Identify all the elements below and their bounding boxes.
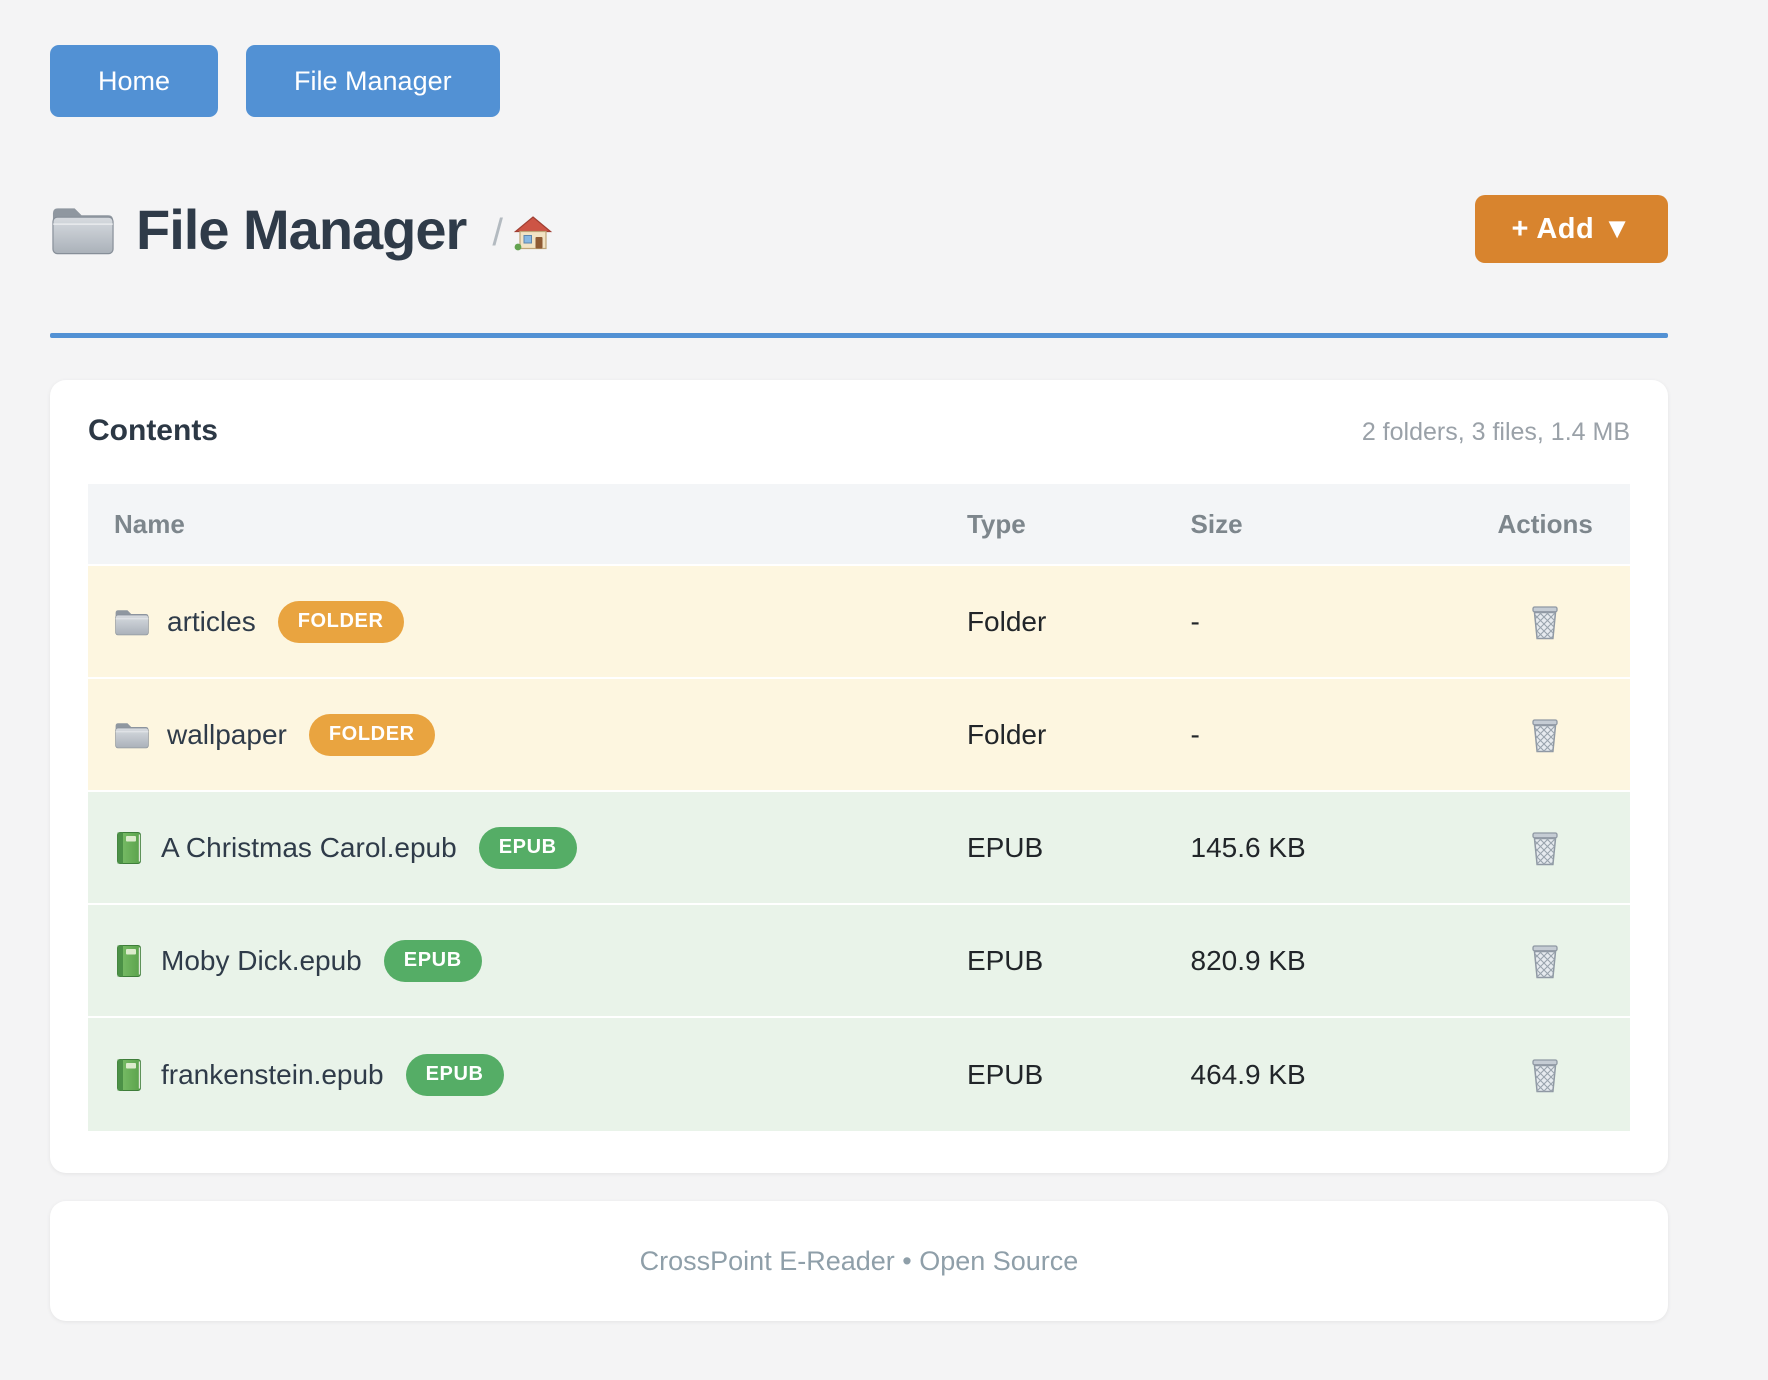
page-header: File Manager / + Add ▼ [50, 191, 1668, 267]
trash-icon [1528, 716, 1562, 754]
actions-cell [1460, 825, 1630, 871]
delete-button[interactable] [1524, 712, 1566, 758]
file-size: - [1190, 718, 1200, 750]
file-type: Folder [966, 718, 1047, 750]
column-header-name: Name [114, 508, 185, 539]
column-header-type: Type [966, 508, 1026, 539]
name-cell: Moby Dick.epub EPUB [88, 939, 967, 982]
file-badge: FOLDER [277, 600, 404, 643]
name-cell: frankenstein.epub EPUB [88, 1053, 967, 1096]
file-name: frankenstein.epub [161, 1058, 384, 1090]
table-row[interactable]: articles FOLDER Folder - [88, 566, 1630, 679]
add-button[interactable]: + Add ▼ [1475, 195, 1668, 263]
page-title: File Manager [136, 197, 467, 261]
contents-card: Contents 2 folders, 3 files, 1.4 MB Name… [50, 380, 1668, 1173]
file-name: wallpaper [167, 718, 287, 750]
actions-cell [1460, 1052, 1630, 1098]
delete-button[interactable] [1524, 825, 1566, 871]
file-badge: FOLDER [308, 713, 435, 756]
file-name: Moby Dick.epub [161, 944, 362, 976]
contents-heading: Contents [88, 414, 218, 447]
name-cell: articles FOLDER [88, 600, 967, 643]
file-table: Name Type Size Actions articles FOLDER F… [88, 484, 1630, 1131]
file-size: - [1190, 605, 1200, 637]
file-name: articles [167, 605, 256, 637]
home-icon[interactable] [513, 214, 553, 254]
trash-icon [1528, 603, 1562, 641]
footer-text: CrossPoint E-Reader • Open Source [639, 1245, 1079, 1276]
column-header-actions: Actions [1497, 508, 1593, 539]
actions-cell [1460, 599, 1630, 645]
contents-header: Contents 2 folders, 3 files, 1.4 MB [88, 414, 1630, 448]
delete-button[interactable] [1524, 599, 1566, 645]
trash-icon [1528, 942, 1562, 980]
file-badge: EPUB [405, 1053, 504, 1096]
name-cell: A Christmas Carol.epub EPUB [88, 826, 967, 869]
title-group: File Manager / [50, 197, 553, 262]
column-header-size: Size [1190, 508, 1243, 539]
nav-buttons: Home File Manager [50, 45, 1668, 117]
file-size: 464.9 KB [1190, 1058, 1306, 1090]
breadcrumb-separator: / [492, 211, 503, 254]
file-manager-button[interactable]: File Manager [246, 45, 500, 117]
file-type: EPUB [966, 1058, 1044, 1090]
file-type: EPUB [966, 944, 1044, 976]
actions-cell [1460, 938, 1630, 984]
trash-icon [1528, 829, 1562, 867]
book-icon [116, 831, 142, 864]
table-row[interactable]: Moby Dick.epub EPUB EPUB 820.9 KB [88, 905, 1630, 1018]
file-name: A Christmas Carol.epub [161, 831, 457, 863]
book-icon [116, 944, 142, 977]
table-row[interactable]: frankenstein.epub EPUB EPUB 464.9 KB [88, 1018, 1630, 1131]
table-row[interactable]: A Christmas Carol.epub EPUB EPUB 145.6 K… [88, 792, 1630, 905]
file-size: 145.6 KB [1190, 831, 1306, 863]
actions-cell [1460, 712, 1630, 758]
file-badge: EPUB [383, 939, 482, 982]
folder-icon [115, 722, 149, 749]
file-badge: EPUB [478, 826, 577, 869]
file-manager-page: Home File Manager File Manager / + Add ▼… [50, 0, 1668, 1321]
trash-icon [1528, 1056, 1562, 1094]
name-cell: wallpaper FOLDER [88, 713, 967, 756]
book-icon [116, 1058, 142, 1091]
delete-button[interactable] [1524, 1052, 1566, 1098]
folder-icon [52, 207, 114, 255]
home-button[interactable]: Home [50, 45, 219, 117]
page-footer: CrossPoint E-Reader • Open Source [50, 1201, 1668, 1321]
delete-button[interactable] [1524, 938, 1566, 984]
title-divider [50, 333, 1668, 338]
file-type: Folder [966, 605, 1047, 637]
file-size: 820.9 KB [1190, 944, 1306, 976]
contents-summary: 2 folders, 3 files, 1.4 MB [1361, 418, 1630, 446]
folder-icon [115, 609, 149, 636]
table-header-row: Name Type Size Actions [88, 484, 1630, 566]
table-row[interactable]: wallpaper FOLDER Folder - [88, 679, 1630, 792]
file-type: EPUB [966, 831, 1044, 863]
